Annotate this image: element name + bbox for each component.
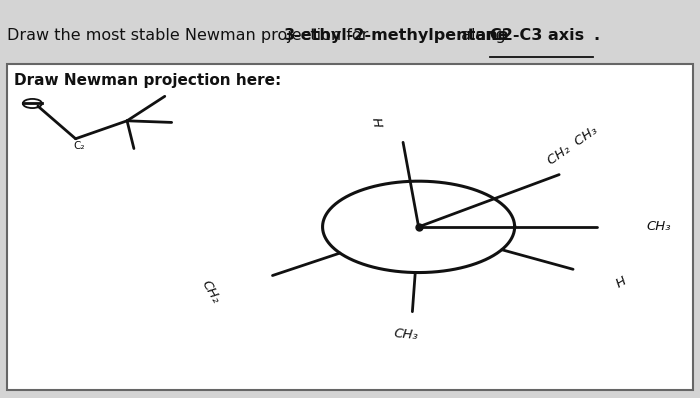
Text: CH₃: CH₃ xyxy=(646,220,671,233)
Text: CH₂  CH₃: CH₂ CH₃ xyxy=(545,123,601,167)
Text: .: . xyxy=(593,27,599,43)
Text: H: H xyxy=(613,274,629,291)
Text: 3-ethyl-2-methylpentane: 3-ethyl-2-methylpentane xyxy=(284,27,509,43)
Text: CH₃: CH₃ xyxy=(393,327,419,342)
Text: along: along xyxy=(456,27,511,43)
Text: CH₂: CH₂ xyxy=(199,278,223,306)
Text: C₂: C₂ xyxy=(74,140,85,150)
Text: Draw the most stable Newman projection for: Draw the most stable Newman projection f… xyxy=(7,27,374,43)
Text: Draw Newman projection here:: Draw Newman projection here: xyxy=(14,74,281,88)
Text: H: H xyxy=(368,117,383,129)
Text: C2-C3 axis: C2-C3 axis xyxy=(490,27,584,43)
